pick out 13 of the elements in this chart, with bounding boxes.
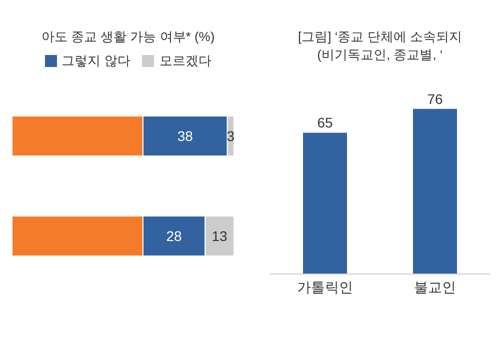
legend-label: 그렇지 않다 [60, 52, 130, 70]
chart-title: 아도 종교 생활 가능 여부* (%) [40, 28, 216, 46]
data-label: 28 [166, 228, 182, 244]
data-label: 13 [212, 228, 228, 244]
legend-label: 모르겠다 [158, 52, 212, 70]
data-label: 65 [317, 114, 333, 131]
x-tick-label: 가톨릭인 [297, 278, 353, 295]
x-tick-label: 불교인 [414, 278, 456, 295]
data-label: 76 [427, 90, 443, 107]
chart-subtitle: (비기독교인, 종교별, ‘ [316, 46, 444, 64]
data-label: 3 [226, 128, 235, 144]
data-label: 38 [177, 128, 194, 144]
chart-title: [그림] ‘종교 단체에 소속되지 [297, 28, 463, 46]
